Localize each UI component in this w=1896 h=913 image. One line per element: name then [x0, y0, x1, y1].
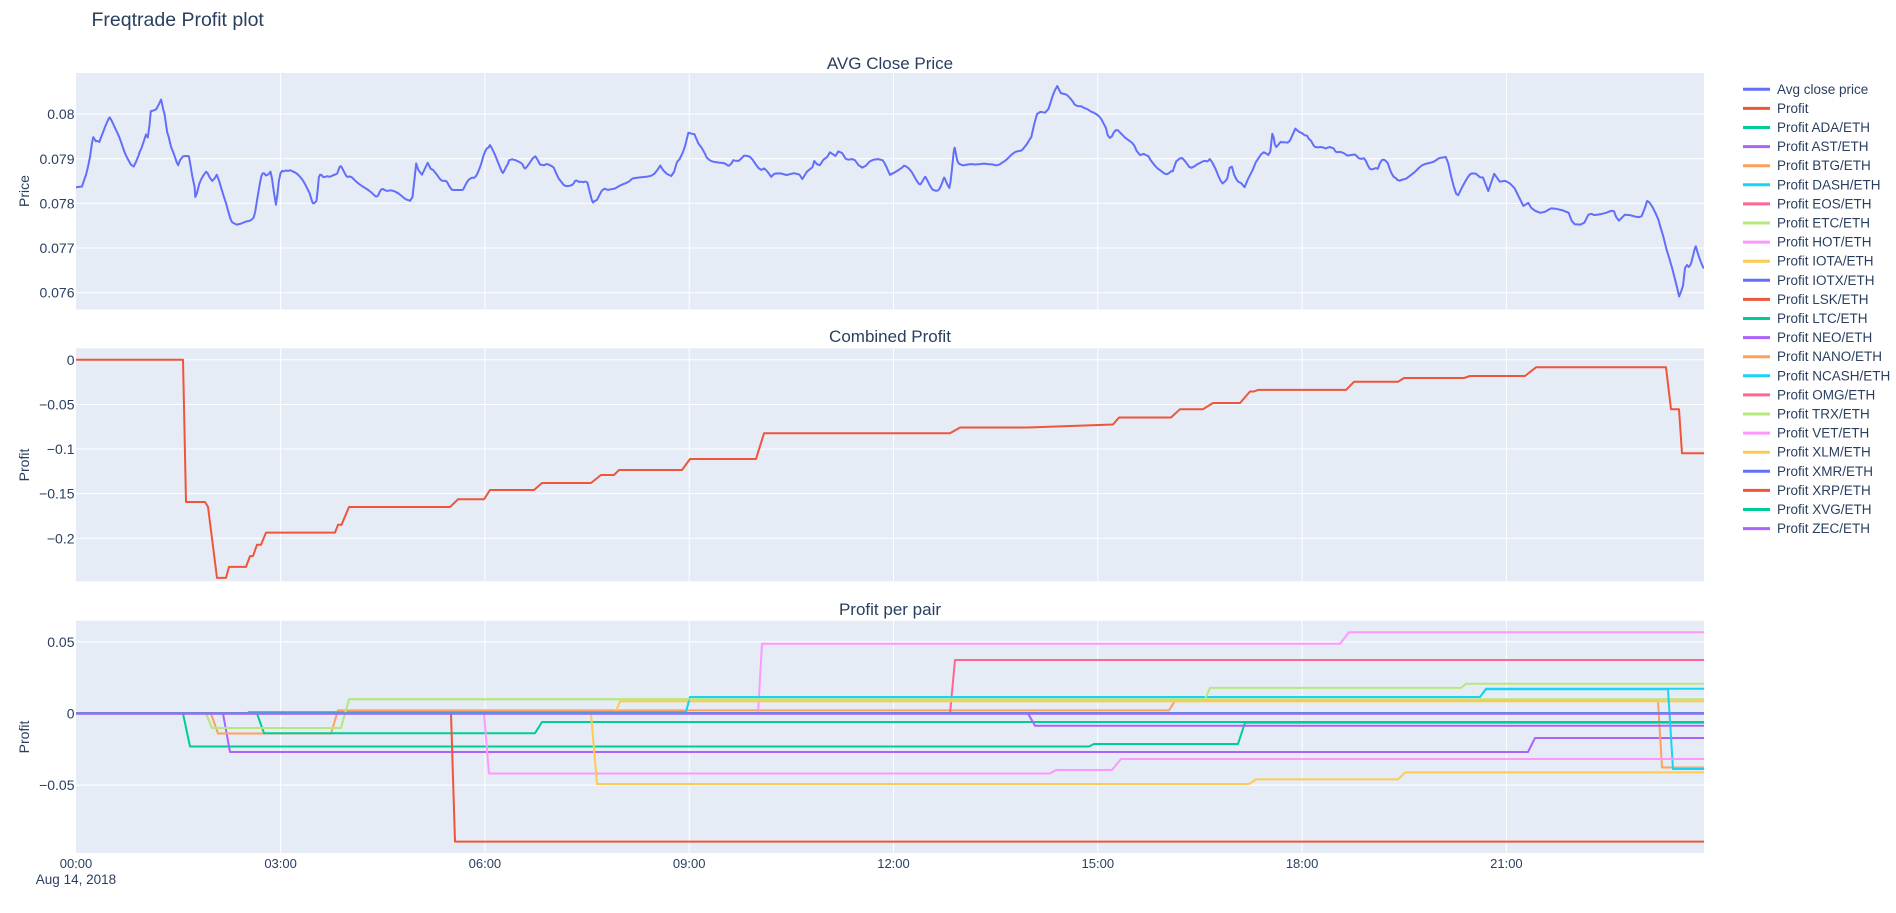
svg-text:Profit ZEC/ETH: Profit ZEC/ETH	[1777, 521, 1870, 536]
svg-text:Profit per pair: Profit per pair	[839, 600, 941, 619]
svg-text:0.078: 0.078	[39, 196, 74, 212]
svg-text:Profit: Profit	[16, 721, 32, 754]
svg-text:−0.05: −0.05	[39, 777, 75, 793]
svg-text:Profit NANO/ETH: Profit NANO/ETH	[1777, 349, 1882, 364]
svg-text:Profit IOTX/ETH: Profit IOTX/ETH	[1777, 273, 1875, 288]
svg-text:Profit ETC/ETH: Profit ETC/ETH	[1777, 216, 1870, 231]
svg-text:Profit OMG/ETH: Profit OMG/ETH	[1777, 387, 1875, 402]
svg-text:0.077: 0.077	[39, 240, 74, 256]
svg-text:0.079: 0.079	[39, 151, 74, 167]
svg-text:Profit EOS/ETH: Profit EOS/ETH	[1777, 196, 1872, 211]
svg-text:0.05: 0.05	[47, 634, 74, 650]
svg-text:Profit XLM/ETH: Profit XLM/ETH	[1777, 445, 1871, 460]
svg-text:Profit TRX/ETH: Profit TRX/ETH	[1777, 407, 1870, 422]
svg-text:−0.15: −0.15	[39, 486, 75, 502]
svg-text:00:00: 00:00	[60, 856, 93, 871]
svg-text:12:00: 12:00	[877, 856, 910, 871]
svg-text:0: 0	[67, 352, 75, 368]
svg-text:Profit LSK/ETH: Profit LSK/ETH	[1777, 292, 1869, 307]
svg-text:Profit BTG/ETH: Profit BTG/ETH	[1777, 158, 1871, 173]
svg-text:Profit HOT/ETH: Profit HOT/ETH	[1777, 235, 1872, 250]
svg-text:Profit NCASH/ETH: Profit NCASH/ETH	[1777, 368, 1890, 383]
svg-text:0.08: 0.08	[47, 106, 74, 122]
svg-text:Profit LTC/ETH: Profit LTC/ETH	[1777, 311, 1868, 326]
svg-text:Profit ADA/ETH: Profit ADA/ETH	[1777, 120, 1870, 135]
svg-text:Profit XVG/ETH: Profit XVG/ETH	[1777, 502, 1872, 517]
svg-text:Profit AST/ETH: Profit AST/ETH	[1777, 139, 1869, 154]
svg-text:Profit XRP/ETH: Profit XRP/ETH	[1777, 483, 1871, 498]
svg-text:Profit: Profit	[1777, 101, 1809, 116]
svg-text:0.076: 0.076	[39, 285, 74, 301]
svg-text:Price: Price	[16, 175, 32, 207]
svg-text:03:00: 03:00	[264, 856, 297, 871]
svg-text:Profit VET/ETH: Profit VET/ETH	[1777, 426, 1869, 441]
svg-text:09:00: 09:00	[673, 856, 706, 871]
svg-text:−0.05: −0.05	[39, 397, 75, 413]
svg-text:0: 0	[67, 706, 75, 722]
svg-text:Aug 14, 2018: Aug 14, 2018	[36, 872, 116, 887]
svg-text:Profit DASH/ETH: Profit DASH/ETH	[1777, 177, 1881, 192]
svg-text:AVG Close Price: AVG Close Price	[827, 54, 953, 73]
svg-text:06:00: 06:00	[469, 856, 502, 871]
svg-text:Avg close price: Avg close price	[1777, 82, 1868, 97]
svg-text:Profit IOTA/ETH: Profit IOTA/ETH	[1777, 254, 1874, 269]
svg-text:Profit NEO/ETH: Profit NEO/ETH	[1777, 330, 1872, 345]
svg-text:−0.2: −0.2	[47, 530, 75, 546]
svg-text:15:00: 15:00	[1082, 856, 1115, 871]
svg-text:Profit XMR/ETH: Profit XMR/ETH	[1777, 464, 1873, 479]
svg-text:Freqtrade Profit plot: Freqtrade Profit plot	[92, 9, 265, 31]
svg-text:Combined Profit: Combined Profit	[829, 327, 951, 346]
svg-text:Profit: Profit	[16, 449, 32, 482]
svg-text:−0.1: −0.1	[47, 441, 75, 457]
svg-text:18:00: 18:00	[1286, 856, 1319, 871]
svg-text:21:00: 21:00	[1490, 856, 1523, 871]
